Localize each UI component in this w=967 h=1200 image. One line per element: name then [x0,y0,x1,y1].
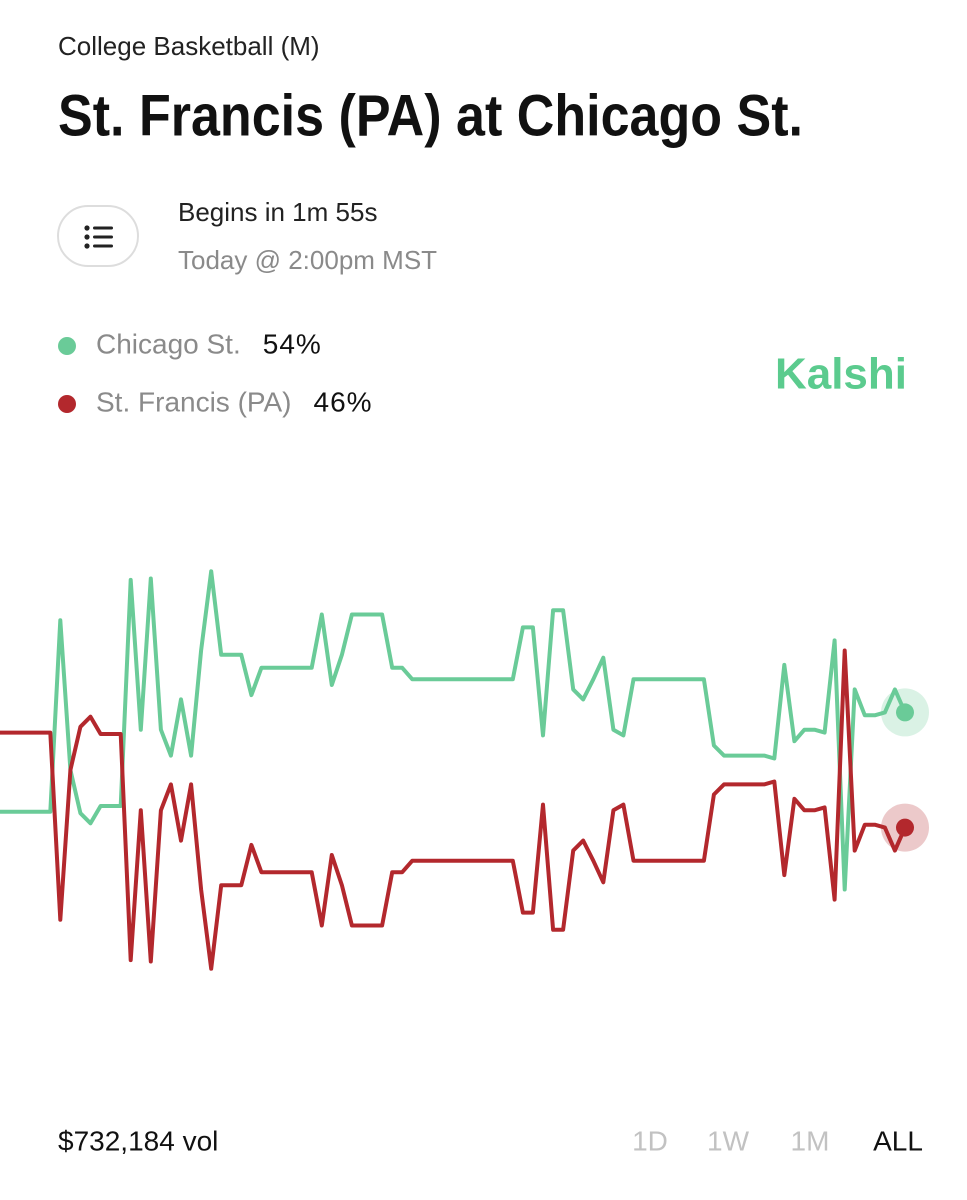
end-point [896,818,914,837]
legend-name: Chicago St. [96,328,241,359]
plot [0,569,929,971]
volume: $732,184 vol [58,1125,218,1156]
category: College Basketball (M) [58,31,320,61]
price-line [0,569,907,892]
legend-value: 46% [314,386,373,417]
legend: Chicago St. 54% St. Francis (PA) 46% [58,328,373,417]
range-selector: 1D 1W 1M ALL [632,1125,923,1156]
range-button[interactable]: 1W [707,1125,750,1156]
legend-dot [58,395,76,413]
countdown: Begins in 1m 55s [178,197,377,227]
price-line [0,648,907,971]
start-time: Today @ 2:00pm MST [178,245,437,275]
legend-dot [58,337,76,355]
end-point [896,703,914,722]
legend-name: St. Francis (PA) [96,386,292,417]
brand-logo: Kalshi [775,350,907,399]
menu-button[interactable] [57,205,139,267]
range-button[interactable]: 1M [791,1125,830,1156]
range-button[interactable]: ALL [873,1125,923,1156]
list-icon[interactable] [84,225,113,249]
title: St. Francis (PA) at Chicago St. [58,83,803,148]
range-button[interactable]: 1D [632,1125,668,1156]
legend-value: 54% [263,328,322,359]
